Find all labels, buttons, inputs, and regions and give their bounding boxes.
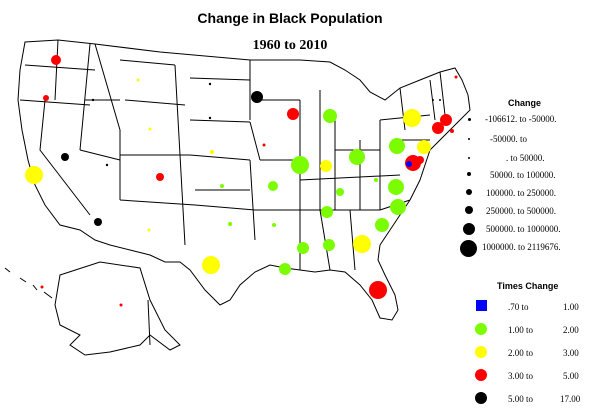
marker-sd — [208, 116, 212, 120]
color-legend-title: Times Change — [497, 281, 559, 291]
marker-ri — [450, 129, 454, 133]
marker-ca — [25, 166, 43, 184]
size-legend-dot-2 — [468, 138, 470, 140]
state-outlines — [4, 39, 471, 356]
size-legend-row-6: 250000. to 500000. — [486, 206, 557, 216]
marker-hi — [40, 285, 44, 289]
marker-ky — [336, 188, 344, 196]
size-legend-dot-6 — [465, 206, 473, 214]
marker-mo — [268, 181, 278, 191]
alaska-outline — [54, 261, 181, 356]
marker-id — [91, 98, 95, 102]
marker-ak — [119, 303, 123, 307]
marker-tn — [321, 206, 333, 218]
marker-ok — [228, 222, 232, 226]
marker-sc — [375, 218, 389, 232]
color-legend-from-3: 2.00 to — [508, 348, 534, 358]
marker-mt — [136, 78, 140, 82]
marker-mn — [251, 91, 263, 103]
marker-me — [454, 75, 458, 79]
marker-dc — [406, 161, 412, 167]
color-legend-swatch-2 — [475, 323, 487, 335]
size-legend-row-5: 100000. to 250000. — [486, 188, 557, 198]
size-legend-dot-4 — [467, 172, 471, 176]
size-legend-dot-1 — [468, 118, 471, 121]
marker-mi — [323, 109, 337, 123]
size-legend-dot-3 — [468, 157, 470, 159]
us-outline — [17, 39, 471, 321]
marker-ne — [210, 150, 214, 154]
marker-ms — [297, 242, 309, 254]
marker-ga — [353, 235, 371, 253]
marker-wy — [148, 127, 152, 131]
marker-ny — [403, 109, 421, 127]
marker-tx — [202, 256, 220, 274]
color-legend-swatch-3 — [475, 346, 487, 358]
color-legend-to-2: 2.00 — [563, 325, 579, 335]
marker-de — [416, 156, 424, 164]
marker-wa — [51, 55, 61, 65]
hawaii-outline — [4, 267, 53, 299]
marker-ks — [220, 184, 224, 188]
color-legend-from-1: .70 to — [508, 302, 529, 312]
marker-ut — [105, 163, 109, 167]
marker-pa — [389, 138, 405, 154]
marker-al — [323, 239, 335, 251]
marker-la — [279, 263, 291, 275]
marker-oh — [349, 149, 365, 165]
size-legend-row-1: -106612. to -50000. — [485, 114, 557, 124]
marker-ma — [440, 114, 452, 126]
marker-nd — [208, 82, 212, 86]
color-legend-swatch-5 — [475, 392, 487, 404]
color-legend-to-3: 3.00 — [563, 348, 579, 358]
marker-il — [291, 156, 309, 174]
marker-co — [156, 173, 164, 181]
marker-nv — [61, 153, 69, 161]
size-legend-dot-8 — [460, 240, 477, 257]
size-legend-dot-5 — [466, 189, 472, 195]
marker-or — [43, 95, 49, 101]
color-legend-swatch-1 — [476, 300, 487, 311]
size-legend-row-2: -50000. to — [490, 134, 527, 144]
marker-wi — [287, 108, 299, 120]
map-subtitle: 1960 to 2010 — [252, 38, 328, 53]
marker-in — [320, 160, 332, 172]
color-legend-to-5: 17.00 — [560, 394, 581, 404]
color-legend-from-5: 5.00 to — [508, 394, 534, 404]
color-legend-from-2: 1.00 to — [508, 325, 534, 335]
marker-ct — [432, 122, 444, 134]
color-legend-swatch-4 — [475, 369, 487, 381]
marker-nm — [147, 228, 151, 232]
size-legend-title: Change — [508, 98, 542, 108]
size-legend-dot-7 — [463, 223, 475, 235]
map-title: Change in Black Population — [197, 10, 383, 26]
marker-va — [388, 179, 404, 195]
color-legend-from-4: 3.00 to — [508, 371, 534, 381]
marker-fl — [369, 281, 387, 299]
marker-wv — [374, 178, 378, 182]
size-legend-row-7: 500000. to 1000000. — [486, 224, 561, 234]
size-legend-row-4: 50000. to 100000. — [490, 170, 556, 180]
state-markers — [25, 55, 458, 307]
marker-ar — [272, 223, 276, 227]
size-legend-row-3: . to 50000. — [506, 153, 545, 163]
color-legend-to-1: 1.00 — [563, 302, 579, 312]
marker-nc — [390, 199, 406, 215]
marker-nh — [439, 99, 441, 101]
state-boundaries — [19, 39, 446, 271]
marker-vt — [432, 99, 434, 101]
size-legend-row-8: 1000000. to 2119676. — [482, 242, 561, 252]
marker-nj — [417, 140, 431, 154]
color-legend-to-4: 5.00 — [563, 371, 579, 381]
marker-az — [94, 218, 102, 226]
marker-ia — [262, 143, 266, 147]
